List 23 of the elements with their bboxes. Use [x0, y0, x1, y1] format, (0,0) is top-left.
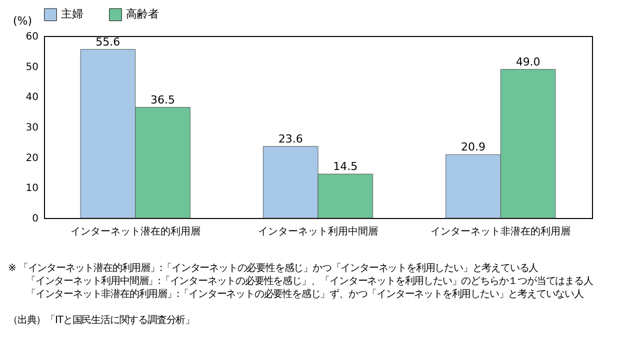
- y-tick-label: 40: [26, 92, 38, 104]
- y-tick-label: 20: [26, 152, 38, 164]
- y-tick-label: 30: [26, 122, 38, 134]
- y-axis-title: (%): [12, 14, 32, 28]
- y-tick-label: 50: [26, 62, 38, 73]
- x-tick-label: インターネット利用中間層: [258, 226, 378, 238]
- y-tick-label: 0: [32, 214, 38, 224]
- x-tick-label: インターネット潜在的利用層: [70, 226, 200, 238]
- x-tick-label: インターネット非潜在的利用層: [430, 226, 571, 238]
- legend-label: 高齢者: [126, 8, 159, 21]
- y-tick-label: 10: [26, 183, 38, 194]
- text: （出典）「ITと国民生活に関する調査分析」: [8, 314, 196, 327]
- text: 49.0: [516, 55, 540, 68]
- text: 20.9: [461, 140, 486, 154]
- text: 14.5: [333, 160, 358, 174]
- text: 「インターネット非潜在的利用層」:「インターネットの必要性を感じ」ず、かつ「インターネットを利用したい」と考えていない人: [25, 288, 584, 301]
- text: 55.6: [96, 35, 120, 48]
- legend-label: 主婦: [61, 8, 83, 21]
- text: ※ 「インターネット潜在的利用層」:「インターネットの必要性を感じ」かつ「インターネットを利用したい」と考えている人: [8, 262, 540, 275]
- text: 「インターネット利用中間層」:「インターネットの必要性を感じ」、「インターネットを利用したい」のどちらか１つが当てはまる人: [25, 275, 593, 288]
- text: 36.5: [150, 93, 175, 106]
- text: 23.6: [278, 132, 303, 146]
- y-tick-label: 60: [26, 32, 38, 42]
